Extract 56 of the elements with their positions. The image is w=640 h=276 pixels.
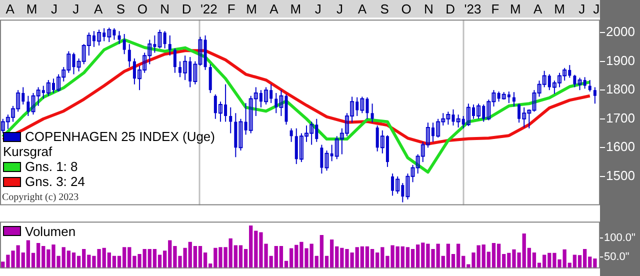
x-tick-label: O (401, 1, 412, 16)
y-tick-label: 100.0" (604, 232, 636, 244)
legend-title: Kursgraf (3, 144, 54, 160)
x-tick-label: A (533, 1, 542, 16)
x-tick-label: J (314, 1, 322, 16)
x-tick-label: D (446, 1, 456, 16)
candlestick (593, 86, 596, 104)
x-tick-label: D (182, 1, 192, 16)
x-tick-label: '23 (464, 1, 482, 16)
x-tick-label: M (554, 1, 565, 16)
x-tick-label: M (290, 1, 302, 16)
x-tick-label: A (270, 1, 279, 16)
candlestick (122, 33, 126, 55)
candlestick (229, 106, 232, 134)
y-tick-label: 2000 (606, 24, 635, 40)
x-tick-label: J (593, 1, 600, 16)
x-tick-label: A (94, 1, 103, 16)
x-tick-label: N (160, 1, 170, 16)
candlestick (290, 128, 293, 142)
x-tick-label: F (491, 1, 500, 16)
legend-label: Gns. 1: 8 (25, 159, 78, 174)
y-tick-label: 1800 (606, 82, 635, 97)
y-tick-label: 1600 (606, 139, 635, 154)
candlestick (26, 95, 30, 116)
y-tick-label: 1700 (606, 110, 635, 126)
legend-label: Volumen (25, 224, 76, 239)
y-tick-label: 50.0" (604, 251, 630, 264)
x-tick-label: M (246, 1, 257, 16)
x-tick-label: S (380, 1, 390, 16)
x-tick-label: J (50, 1, 58, 16)
x-tick-label: O (137, 1, 148, 16)
x-tick-label: J (72, 1, 80, 16)
candlestick (173, 48, 176, 74)
x-tick-label: M (510, 1, 521, 16)
legend-label: Gns. 3: 24 (25, 174, 85, 190)
candlestick (512, 92, 516, 107)
y-tick-label: 1500 (606, 168, 635, 184)
x-tick-label: F (227, 1, 236, 16)
y-tick-label: 1900 (606, 52, 635, 68)
x-tick-label: A (6, 1, 15, 16)
candlestick (168, 34, 172, 56)
x-tick-label: A (358, 1, 367, 16)
candlestick (118, 30, 121, 45)
x-tick-label: N (424, 1, 434, 16)
candlestick (370, 103, 374, 124)
candlestick (588, 80, 592, 92)
x-tick-label: '22 (200, 1, 218, 16)
x-tick-label: J (336, 1, 344, 16)
candlestick (208, 64, 212, 94)
annotation: Copyright (c) 2023 (2, 192, 79, 204)
x-tick-label: M (26, 1, 38, 16)
x-tick-label: J (578, 1, 586, 16)
legend-label: COPENHAGEN 25 INDEX (Uge) (25, 129, 215, 144)
candlestick (573, 74, 576, 88)
x-tick-label: S (116, 1, 126, 16)
candlestick (128, 44, 131, 68)
